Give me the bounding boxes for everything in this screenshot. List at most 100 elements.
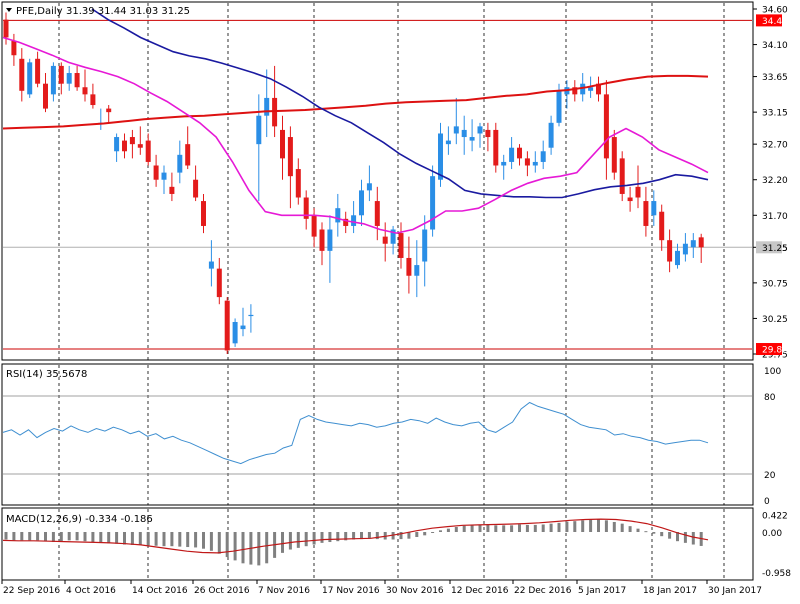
macd-histogram-bar bbox=[612, 521, 616, 532]
candle-body bbox=[114, 137, 120, 152]
candle bbox=[414, 240, 420, 298]
candle-body bbox=[667, 240, 673, 262]
candle bbox=[256, 94, 262, 202]
candle-body bbox=[635, 186, 641, 198]
macd-histogram-bar bbox=[186, 532, 190, 548]
macd-histogram-bar bbox=[312, 532, 316, 545]
macd-histogram-bar bbox=[28, 532, 32, 541]
candle bbox=[532, 151, 538, 173]
macd-histogram-bar bbox=[67, 532, 71, 541]
x-tick-label: 12 Dec 2016 bbox=[451, 586, 509, 596]
candle bbox=[303, 190, 309, 230]
candle bbox=[564, 80, 570, 109]
macd-histogram-bar bbox=[304, 532, 308, 547]
rsi-tick-label: 20 bbox=[764, 471, 776, 481]
candle bbox=[74, 65, 80, 91]
candle-body bbox=[327, 229, 333, 251]
macd-pane bbox=[1, 507, 754, 581]
candle bbox=[524, 151, 530, 177]
macd-histogram-bar bbox=[4, 532, 8, 540]
candle-body bbox=[517, 147, 522, 159]
candle bbox=[287, 126, 293, 209]
candle-body bbox=[580, 83, 586, 95]
candle-body bbox=[82, 87, 88, 95]
candle bbox=[240, 307, 246, 337]
macd-histogram-bar bbox=[265, 532, 269, 564]
candle-body bbox=[532, 161, 538, 166]
macd-histogram-bar bbox=[202, 532, 205, 549]
x-tick-label: 26 Oct 2016 bbox=[194, 586, 250, 596]
macd-histogram-bar bbox=[209, 532, 213, 551]
macd-histogram-bar bbox=[91, 532, 95, 543]
macd-histogram-bar bbox=[431, 532, 435, 533]
chevron-down-icon[interactable] bbox=[6, 8, 12, 12]
candle-body bbox=[335, 208, 341, 223]
candle-body bbox=[438, 133, 443, 180]
macd-histogram-bar bbox=[170, 532, 174, 547]
candle-body bbox=[193, 179, 199, 198]
candle-body bbox=[374, 201, 380, 226]
macd-histogram-bar bbox=[691, 532, 695, 545]
candle-body bbox=[588, 87, 594, 91]
macd-histogram-bar bbox=[288, 532, 292, 550]
candle-body bbox=[643, 201, 649, 226]
macd-histogram-bar bbox=[59, 532, 63, 542]
candle bbox=[343, 211, 349, 234]
macd-histogram-bar bbox=[178, 532, 182, 547]
candle bbox=[390, 225, 396, 255]
macd-histogram-bar bbox=[233, 532, 237, 561]
candle bbox=[193, 165, 199, 202]
candle bbox=[82, 69, 88, 102]
rsi-tick-label: 100 bbox=[764, 367, 781, 377]
sma-mid-line bbox=[91, 8, 709, 199]
candle bbox=[114, 133, 120, 162]
candle bbox=[596, 76, 601, 102]
candle-body bbox=[137, 144, 143, 148]
candle-body bbox=[208, 261, 214, 269]
macd-histogram-bar bbox=[652, 532, 656, 534]
candle bbox=[232, 318, 238, 347]
macd-histogram-bar bbox=[644, 531, 648, 533]
macd-histogram-bar bbox=[604, 520, 608, 532]
macd-histogram-bar bbox=[533, 524, 537, 532]
candle-body bbox=[461, 129, 467, 138]
candle-body bbox=[303, 197, 309, 219]
candle bbox=[366, 165, 372, 202]
macd-histogram-bar bbox=[589, 519, 593, 532]
y-tick-label: 29.75 bbox=[762, 351, 788, 361]
candle bbox=[66, 65, 72, 91]
candle bbox=[335, 193, 341, 237]
macd-histogram-bar bbox=[225, 532, 229, 558]
candle-body bbox=[445, 140, 451, 145]
macd-histogram-bar bbox=[44, 532, 47, 542]
macd-histogram-bar bbox=[541, 524, 545, 532]
moving-averages bbox=[2, 8, 709, 234]
resistance-badge bbox=[756, 14, 782, 27]
macd-signal-line bbox=[2, 518, 709, 554]
macd-histogram-bar bbox=[367, 532, 371, 539]
macd-histogram-bar bbox=[486, 524, 490, 532]
candle-body bbox=[50, 65, 56, 95]
macd-histogram-bar bbox=[12, 532, 16, 541]
candle bbox=[185, 126, 191, 170]
candle bbox=[619, 151, 625, 202]
current-price-badge bbox=[756, 241, 782, 254]
candle bbox=[517, 144, 522, 166]
candle-body bbox=[185, 144, 191, 166]
macd-indicator bbox=[2, 518, 709, 566]
candle bbox=[311, 208, 317, 248]
macd-histogram-bar bbox=[502, 525, 506, 532]
candle-body bbox=[485, 129, 491, 138]
candles bbox=[3, 12, 704, 354]
macd-histogram-bar bbox=[154, 532, 158, 546]
candle bbox=[453, 97, 459, 145]
candle-body bbox=[169, 186, 175, 194]
candle bbox=[106, 105, 112, 123]
candle-body bbox=[319, 229, 325, 251]
candle bbox=[374, 186, 380, 241]
candle-body bbox=[509, 147, 515, 162]
candle-body bbox=[540, 151, 546, 162]
candle bbox=[137, 126, 143, 155]
